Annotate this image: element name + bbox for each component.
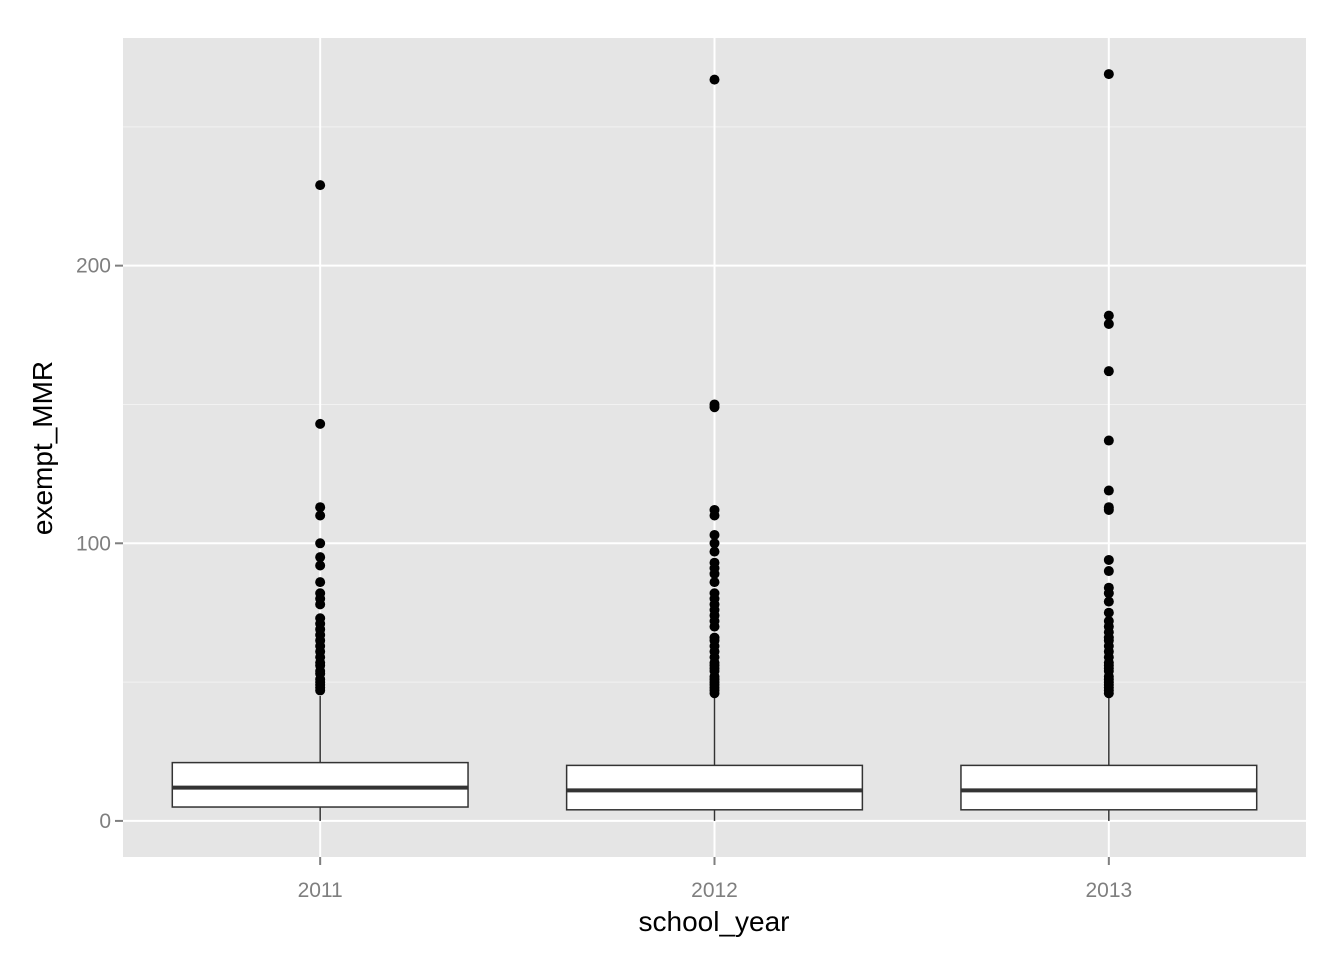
x-axis-title: school_year [639, 906, 790, 937]
outlier-point [1103, 504, 1114, 515]
outlier-point [709, 621, 720, 632]
outlier-point [1103, 69, 1114, 80]
x-axis-ticks: 2011 2012 2013 [298, 857, 1132, 902]
box-iqr [171, 761, 469, 808]
outlier-point [1103, 554, 1114, 565]
outlier-point [1103, 688, 1114, 699]
outlier-point [709, 538, 720, 549]
y-axis-ticks: 0 100 200 [76, 255, 123, 833]
outlier-point [1103, 596, 1114, 607]
outlier-point [1103, 435, 1114, 446]
x-tick-label: 2013 [1085, 879, 1132, 902]
outlier-point [709, 568, 720, 579]
outlier-point [1103, 310, 1114, 321]
outlier-point [315, 685, 326, 696]
outlier-point [315, 552, 326, 563]
outlier-point [1103, 607, 1114, 618]
y-axis-title: exempt_MMR [27, 361, 58, 535]
y-tick-label: 200 [76, 255, 111, 278]
outlier-point [315, 538, 326, 549]
outlier-point [709, 510, 720, 521]
outlier-point [1103, 566, 1114, 577]
outlier-point [1103, 485, 1114, 496]
outlier-point [315, 560, 326, 571]
box-2011 [171, 695, 469, 821]
outlier-point [315, 577, 326, 588]
outlier-point [709, 402, 720, 413]
x-tick-label: 2011 [298, 879, 343, 902]
outlier-point [709, 529, 720, 540]
outlier-point [709, 74, 720, 85]
outlier-point [709, 577, 720, 588]
outlier-point [1103, 366, 1114, 377]
outlier-point [315, 502, 326, 513]
box-2012 [565, 695, 864, 821]
outlier-point [315, 510, 326, 521]
outlier-point [1103, 588, 1114, 599]
box-iqr [565, 764, 864, 811]
outlier-point [315, 418, 326, 429]
outlier-point [709, 688, 720, 699]
outlier-point [1103, 318, 1114, 329]
outlier-points [315, 69, 1114, 699]
outlier-point [709, 546, 720, 557]
box-iqr [960, 764, 1258, 811]
box-series [171, 695, 1258, 821]
outlier-point [315, 599, 326, 610]
x-tick-label: 2012 [691, 879, 738, 902]
y-tick-label: 0 [99, 810, 111, 833]
box-2013 [960, 695, 1258, 821]
outlier-point [315, 180, 326, 191]
y-tick-label: 100 [76, 532, 111, 555]
